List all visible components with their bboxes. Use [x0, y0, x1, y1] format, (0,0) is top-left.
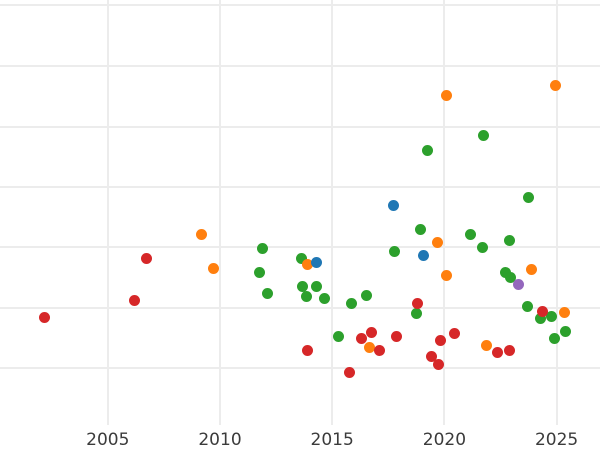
data-point-green: [345, 298, 357, 310]
data-point-green: [522, 192, 534, 204]
data-point-red: [449, 327, 461, 339]
data-point-green: [522, 300, 534, 312]
data-point-green: [414, 224, 426, 236]
gridline-horizontal: [0, 4, 600, 6]
x-tick-label: 2015: [310, 430, 354, 450]
data-point-green: [559, 326, 571, 338]
data-point-orange: [432, 236, 444, 248]
data-point-orange: [481, 340, 493, 352]
data-point-orange: [302, 259, 314, 271]
gridline-horizontal: [0, 306, 600, 309]
x-tick-label: 2005: [86, 430, 130, 450]
gridline-horizontal: [0, 125, 600, 128]
gridline-horizontal: [0, 246, 600, 249]
gridline-vertical: [331, 0, 334, 425]
data-point-green: [310, 280, 322, 292]
data-point-green: [262, 287, 274, 299]
gridline-horizontal: [0, 366, 600, 369]
data-point-green: [361, 289, 373, 301]
x-tick-label: 2010: [198, 430, 242, 450]
data-point-red: [356, 333, 368, 345]
data-point-orange: [549, 79, 561, 91]
data-point-red: [433, 359, 445, 370]
data-point-green: [295, 252, 307, 264]
data-point-red: [536, 305, 548, 317]
data-point-orange: [559, 306, 571, 318]
data-point-blue: [387, 200, 399, 212]
data-point-green: [465, 228, 477, 240]
x-tick-label: 2020: [422, 430, 467, 450]
data-point-green: [477, 241, 489, 253]
data-point-orange: [526, 264, 538, 276]
data-point-red: [503, 344, 515, 356]
data-point-blue: [417, 249, 429, 261]
data-point-green: [548, 333, 560, 345]
data-point-red: [435, 335, 447, 347]
data-point-green: [535, 313, 547, 325]
gridline-horizontal: [0, 185, 600, 188]
data-point-blue: [310, 257, 322, 269]
data-point-red: [129, 294, 141, 306]
data-point-red: [491, 346, 503, 358]
data-point-green: [333, 330, 345, 342]
data-point-orange: [441, 269, 453, 281]
data-point-green: [477, 129, 489, 141]
data-point-red: [373, 344, 385, 356]
data-point-green: [499, 267, 511, 279]
data-point-green: [297, 280, 309, 292]
gridline-horizontal: [0, 65, 600, 68]
gridline-vertical: [443, 0, 446, 425]
data-point-red: [343, 366, 355, 378]
gridline-vertical: [219, 0, 221, 425]
data-point-purple: [512, 278, 524, 290]
data-point-orange: [196, 228, 208, 240]
data-point-red: [38, 311, 50, 323]
x-tick-label: 2025: [534, 430, 579, 450]
data-point-red: [412, 297, 424, 309]
data-point-green: [505, 272, 517, 284]
gridline-vertical: [555, 0, 558, 425]
data-point-green: [546, 310, 558, 322]
data-point-orange: [441, 90, 453, 102]
data-point-green: [319, 292, 331, 304]
data-point-green: [411, 308, 423, 320]
data-point-green: [503, 234, 515, 246]
data-point-green: [389, 245, 401, 257]
data-point-green: [300, 290, 312, 302]
data-point-red: [425, 350, 437, 362]
data-point-green: [422, 144, 434, 156]
gridline-vertical: [106, 0, 109, 425]
data-point-red: [301, 345, 313, 357]
data-point-orange: [364, 341, 376, 353]
data-point-red: [140, 252, 152, 264]
data-point-red: [365, 327, 377, 339]
data-point-green: [256, 243, 268, 255]
data-point-orange: [208, 263, 220, 275]
data-point-green: [253, 267, 265, 279]
data-point-red: [390, 331, 402, 343]
